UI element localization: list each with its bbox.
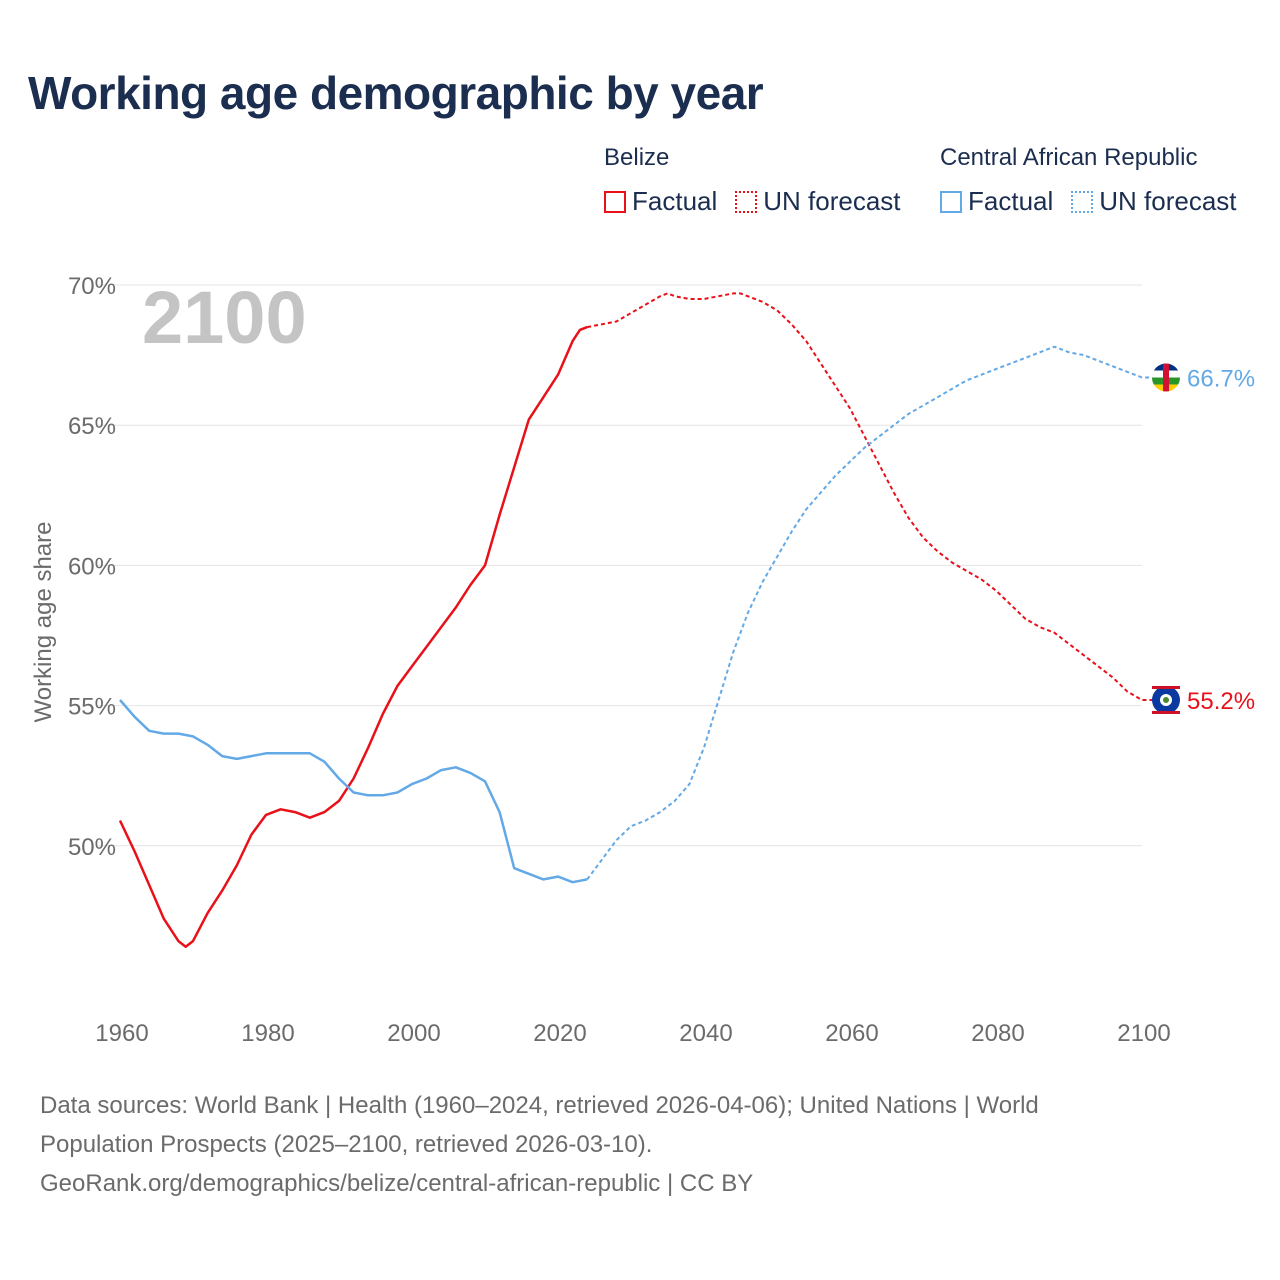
x-axis-ticks: 1960 1980 2000 2020 2040 2060 2080 2100 (95, 1020, 1170, 1047)
source-line-1: Data sources: World Bank | Health (1960–… (40, 1092, 1039, 1119)
source-line-3[interactable]: GeoRank.org/demographics/belize/central-… (40, 1170, 754, 1197)
legend-car-forecast[interactable]: UN forecast (1071, 186, 1237, 217)
legend-car-name: Central African Republic (940, 144, 1198, 171)
y-tick-label: 55% (68, 694, 116, 721)
legend-belize-name: Belize (604, 144, 670, 171)
y-axis-label: Working age share (30, 522, 57, 723)
x-tick-label: 2040 (679, 1020, 732, 1047)
legend-belize-forecast[interactable]: UN forecast (735, 186, 901, 217)
series-belize-end-label: 55.2% (1187, 688, 1255, 715)
legend-belize-forecast-label: UN forecast (763, 186, 901, 216)
y-tick-label: 70% (68, 273, 116, 300)
y-tick-label: 50% (68, 834, 116, 861)
source-line-2: Population Prospects (2025–2100, retriev… (40, 1131, 653, 1158)
legend-belize-factual[interactable]: Factual (604, 186, 717, 217)
legend-belize: Belize Factual UN forecast (604, 144, 901, 217)
legend-car-factual-swatch (940, 190, 962, 213)
legend-car-factual-label: Factual (968, 186, 1054, 216)
flag-car-icon (1152, 363, 1180, 392)
y-tick-label: 60% (68, 553, 116, 580)
series-car-end-label: 66.7% (1187, 366, 1255, 393)
x-tick-label: 2060 (825, 1020, 878, 1047)
grid-lines (96, 284, 1142, 847)
year-watermark: 2100 (142, 276, 307, 359)
series-end-markers: 55.2% 66.7% (1152, 363, 1255, 715)
legend-belize-factual-swatch (604, 190, 626, 213)
legend-car-forecast-label: UN forecast (1099, 186, 1237, 216)
x-tick-label: 2020 (533, 1020, 586, 1047)
x-tick-label: 1960 (95, 1020, 148, 1047)
x-tick-label: 2080 (971, 1020, 1024, 1047)
legend-belize-forecast-swatch (735, 190, 758, 213)
data-source-note: Data sources: World Bank | Health (1960–… (40, 1086, 1220, 1203)
series-belize-factual-line[interactable] (118, 325, 588, 948)
legend-car-factual[interactable]: Factual (940, 186, 1053, 217)
x-tick-label: 1980 (241, 1020, 294, 1047)
page-title: Working age demographic by year (28, 67, 764, 119)
legend-belize-factual-label: Factual (632, 186, 718, 216)
x-tick-label: 2100 (1117, 1020, 1170, 1047)
flag-belize-icon (1152, 685, 1180, 714)
series-lines (118, 292, 1164, 948)
series-car-forecast-line[interactable] (586, 345, 1164, 880)
legend-car: Central African Republic Factual UN fore… (940, 144, 1237, 217)
series-belize-forecast-line[interactable] (587, 292, 1164, 701)
x-tick-label: 2000 (387, 1020, 440, 1047)
series-car-factual-line[interactable] (119, 699, 588, 884)
legend-car-forecast-swatch (1071, 190, 1094, 213)
y-axis-ticks: 50% 55% 60% 65% 70% (68, 273, 116, 861)
line-chart: 50% 55% 60% 65% 70% 1960 1980 2000 2020 2040 2060… (30, 273, 1255, 1047)
y-tick-label: 65% (68, 413, 116, 440)
